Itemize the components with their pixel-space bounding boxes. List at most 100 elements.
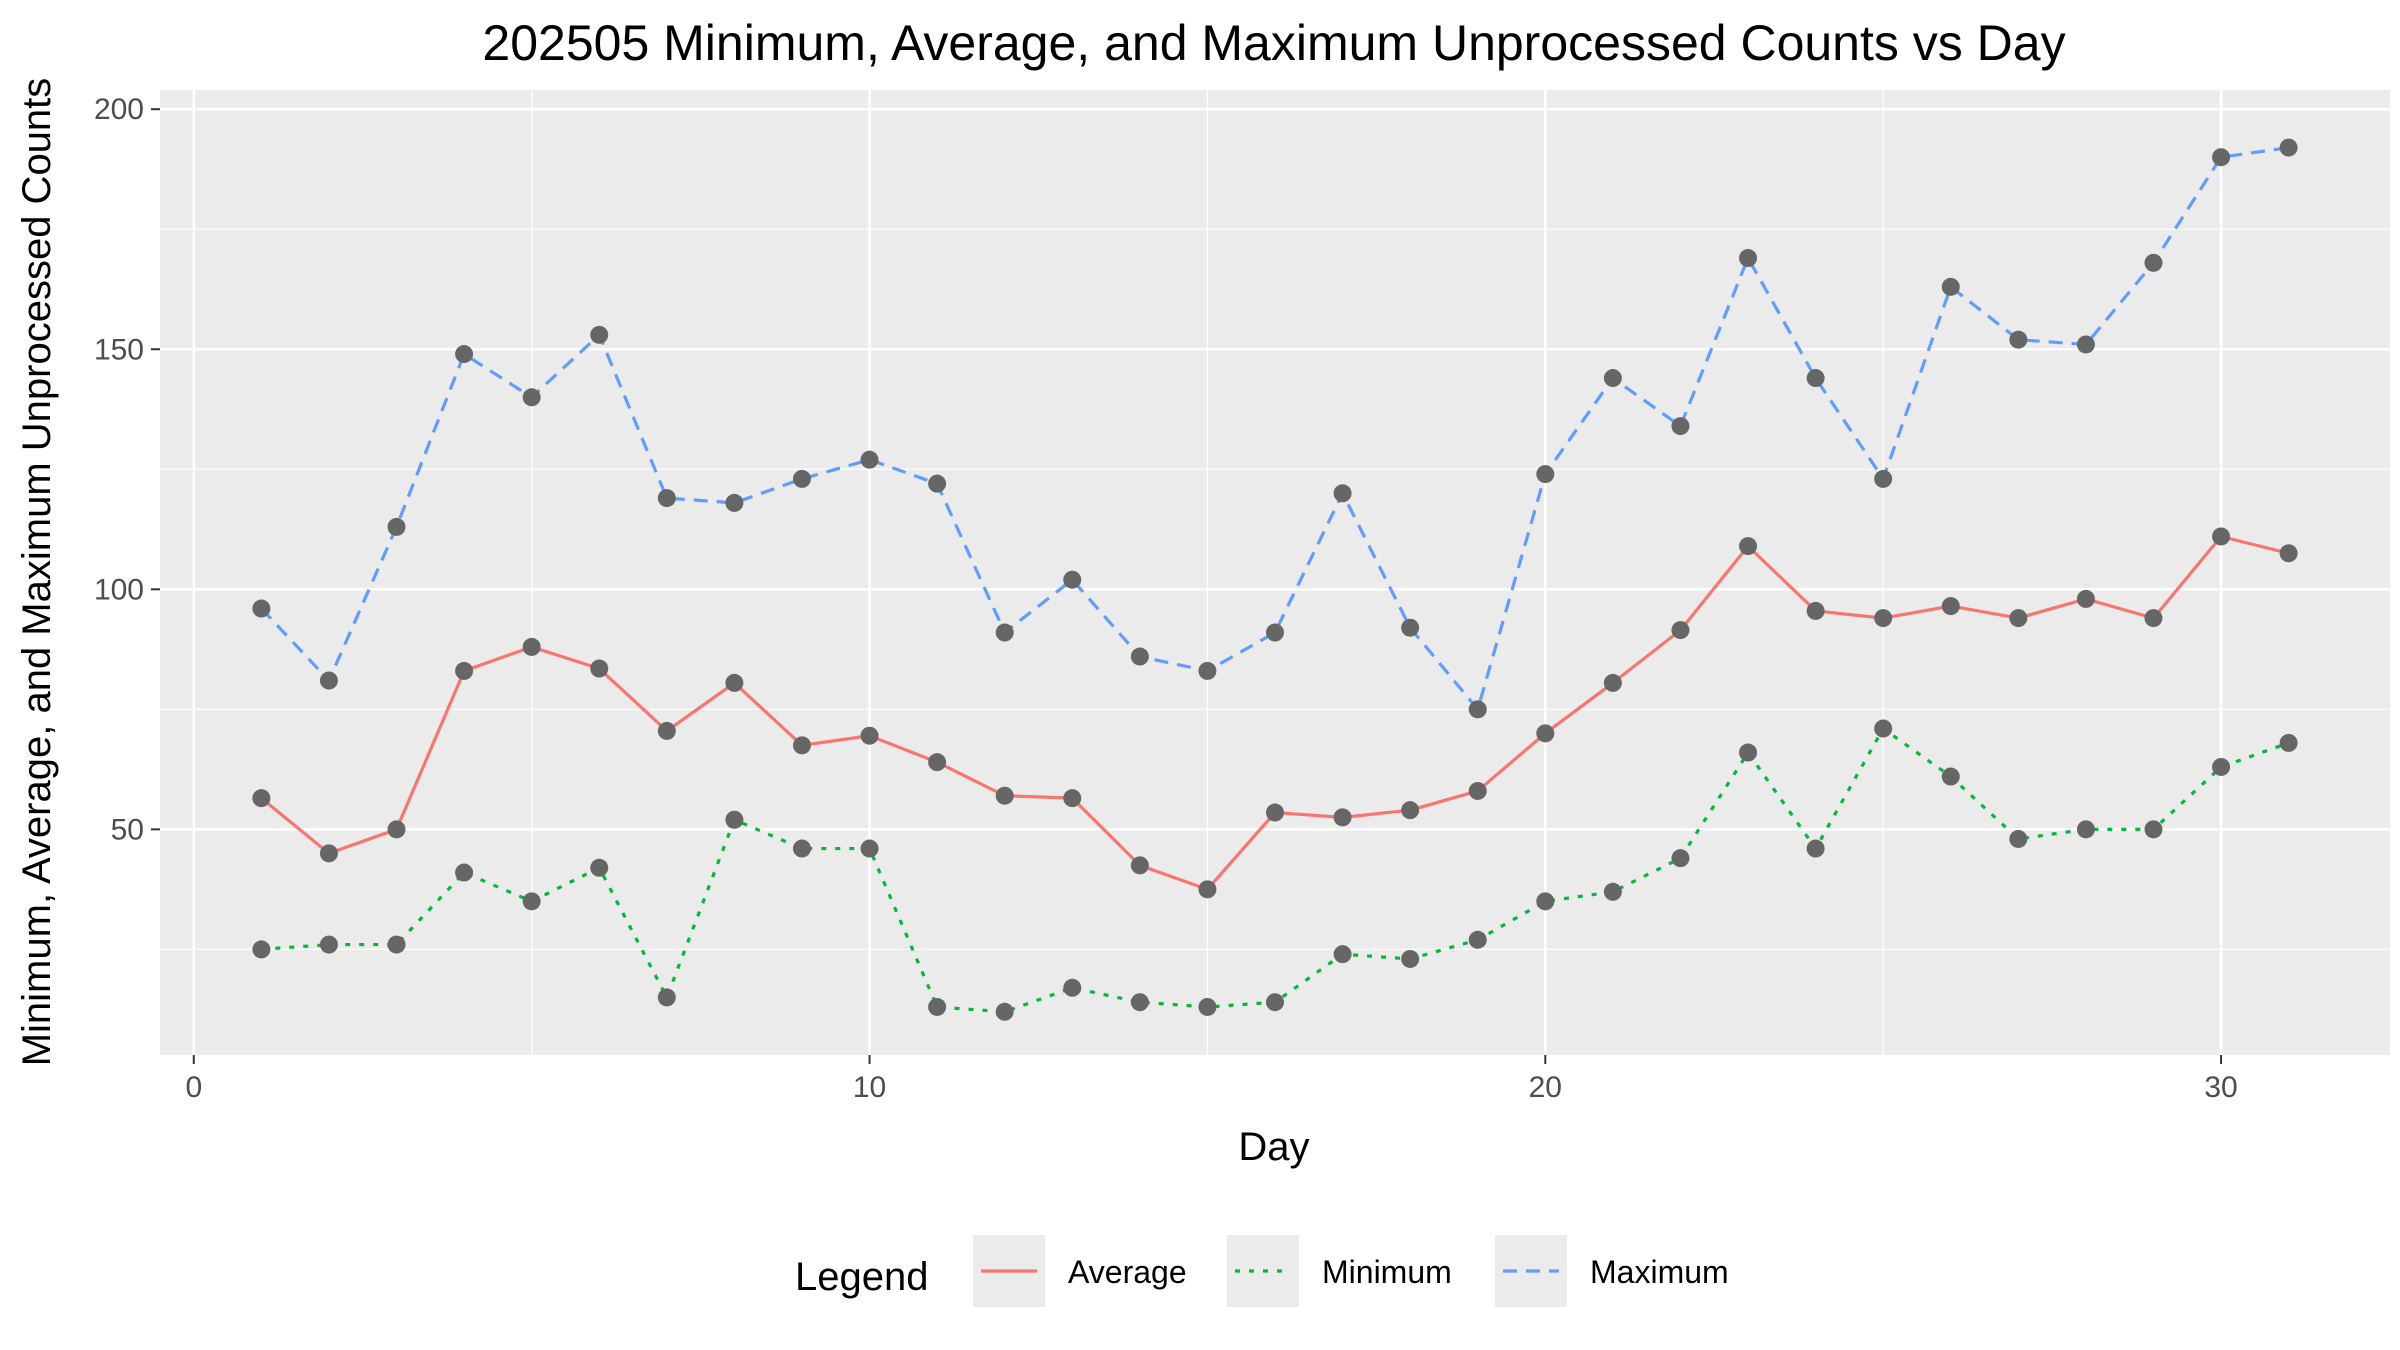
data-point-average xyxy=(2144,609,2163,628)
data-point-maximum xyxy=(1333,484,1352,503)
plot-panel xyxy=(160,90,2390,1055)
data-point-average xyxy=(1468,781,1487,800)
data-point-minimum xyxy=(1468,930,1487,949)
data-point-maximum xyxy=(1130,647,1149,666)
data-point-minimum xyxy=(1266,993,1284,1012)
data-point-maximum xyxy=(1603,369,1622,388)
data-point-maximum xyxy=(725,493,744,512)
data-point-average xyxy=(1671,621,1690,640)
data-point-maximum xyxy=(2279,138,2298,157)
data-point-minimum xyxy=(2144,820,2163,839)
series-points xyxy=(252,138,2298,1021)
data-point-minimum xyxy=(792,839,811,858)
data-point-average xyxy=(1401,801,1420,820)
x-tick-label: 0 xyxy=(185,1071,202,1104)
data-point-maximum xyxy=(2144,253,2163,272)
data-point-maximum xyxy=(928,474,947,493)
x-tick-label: 30 xyxy=(2204,1071,2237,1104)
data-point-minimum xyxy=(2279,733,2298,752)
data-point-minimum xyxy=(252,940,271,959)
x-axis-title: Day xyxy=(1238,1125,1309,1169)
data-point-minimum xyxy=(1333,945,1352,964)
data-point-maximum xyxy=(657,489,676,508)
data-point-average xyxy=(590,659,609,678)
data-point-maximum xyxy=(252,599,271,618)
minor-gridlines xyxy=(160,90,2390,1055)
data-point-maximum xyxy=(1198,661,1217,680)
data-point-maximum xyxy=(522,388,541,407)
data-point-maximum xyxy=(1266,623,1284,642)
data-point-average xyxy=(928,753,947,772)
x-tick-label: 20 xyxy=(1529,1071,1562,1104)
y-tick-label: 150 xyxy=(94,333,144,366)
data-point-maximum xyxy=(319,671,338,690)
data-point-maximum xyxy=(455,345,474,364)
data-point-minimum xyxy=(1536,892,1555,911)
data-point-maximum xyxy=(1874,469,1893,488)
data-point-minimum xyxy=(387,935,406,954)
data-point-average xyxy=(792,736,811,755)
legend-label-maximum: Maximum xyxy=(1590,1254,1729,1290)
data-point-maximum xyxy=(1063,570,1082,589)
data-point-maximum xyxy=(1401,618,1420,637)
data-point-minimum xyxy=(1063,978,1082,997)
data-point-average xyxy=(1063,789,1082,808)
data-point-minimum xyxy=(657,988,676,1007)
y-axis-title: Minimum, Average, and Maximum Unprocesse… xyxy=(15,78,59,1067)
data-point-maximum xyxy=(1739,249,1758,268)
data-point-average xyxy=(522,637,541,656)
y-axis: 50 100 150 200 xyxy=(94,93,160,846)
data-point-maximum xyxy=(387,517,406,536)
data-point-average xyxy=(252,789,271,808)
legend: Legend Average Minimum Maximum xyxy=(795,1235,1729,1307)
data-point-average xyxy=(319,844,338,863)
data-point-minimum xyxy=(455,863,474,882)
data-point-average xyxy=(1130,856,1149,875)
data-point-average xyxy=(725,673,744,692)
legend-items: Average Minimum Maximum xyxy=(973,1235,1729,1307)
data-point-average xyxy=(1333,808,1352,827)
data-point-maximum xyxy=(1671,417,1690,436)
y-tick-label: 50 xyxy=(111,813,144,846)
data-point-average xyxy=(1198,880,1217,899)
data-point-minimum xyxy=(995,1002,1014,1021)
data-point-minimum xyxy=(522,892,541,911)
data-point-minimum xyxy=(590,858,609,877)
data-point-maximum xyxy=(792,469,811,488)
data-point-maximum xyxy=(995,623,1014,642)
data-point-minimum xyxy=(319,935,338,954)
data-point-minimum xyxy=(1401,949,1420,968)
data-point-average xyxy=(860,726,879,745)
x-axis: 0 10 20 30 xyxy=(185,1055,2238,1104)
data-point-minimum xyxy=(1671,849,1690,868)
data-point-average xyxy=(1874,609,1893,628)
data-point-maximum xyxy=(2076,335,2095,354)
data-point-average xyxy=(1266,803,1284,822)
data-point-average xyxy=(2279,544,2298,563)
y-tick-label: 100 xyxy=(94,573,144,606)
data-point-average xyxy=(455,661,474,680)
data-point-maximum xyxy=(1536,465,1555,484)
data-point-minimum xyxy=(928,997,947,1016)
legend-label-average: Average xyxy=(1068,1254,1187,1290)
data-point-maximum xyxy=(1806,369,1825,388)
data-point-maximum xyxy=(590,325,609,344)
data-point-minimum xyxy=(1941,767,1960,786)
chart-title: 202505 Minimum, Average, and Maximum Unp… xyxy=(482,15,2065,71)
data-point-average xyxy=(1806,601,1825,620)
data-point-average xyxy=(1739,537,1758,556)
data-point-average xyxy=(1941,597,1960,616)
data-point-maximum xyxy=(1468,700,1487,719)
data-point-average xyxy=(2076,589,2095,608)
data-point-minimum xyxy=(2212,757,2231,776)
data-point-average xyxy=(1603,673,1622,692)
data-point-maximum xyxy=(860,450,879,469)
data-point-minimum xyxy=(1603,882,1622,901)
data-point-minimum xyxy=(2076,820,2095,839)
data-point-minimum xyxy=(1198,997,1217,1016)
data-point-average xyxy=(1536,724,1555,743)
data-point-maximum xyxy=(2009,330,2028,349)
data-point-average xyxy=(995,786,1014,805)
data-point-average xyxy=(387,820,406,839)
